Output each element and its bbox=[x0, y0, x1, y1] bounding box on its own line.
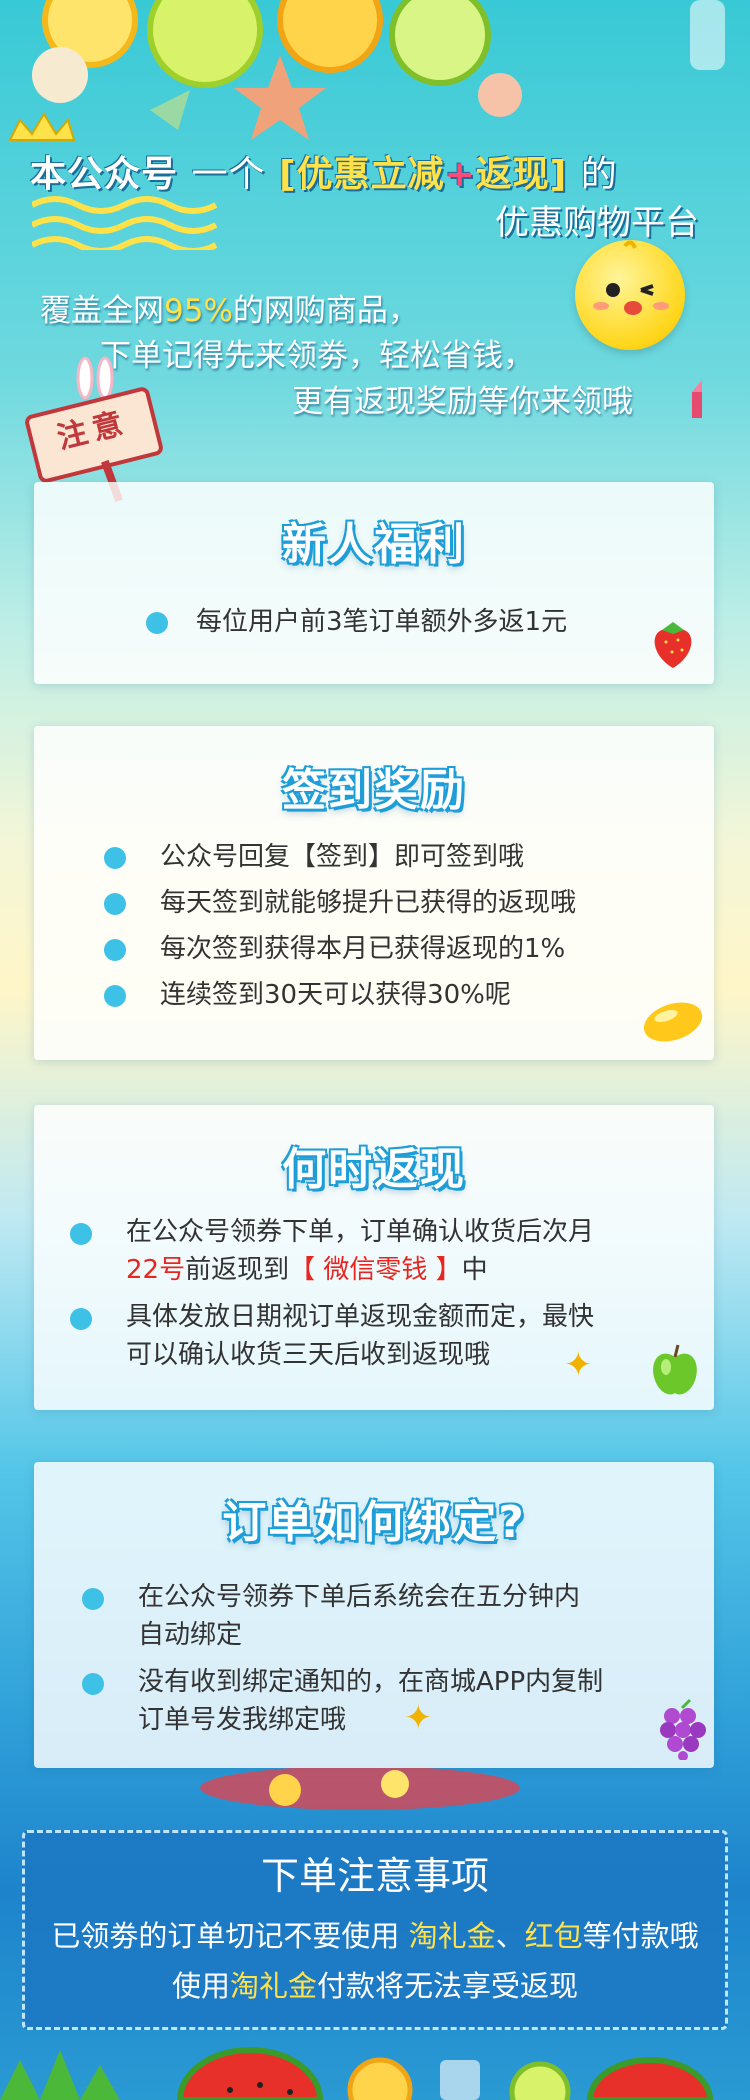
sparkle-icon: ✦ bbox=[404, 1698, 433, 1738]
binding-item-line: 没有收到绑定通知的，在商城APP内复制 bbox=[138, 1667, 604, 1697]
bullet-dot bbox=[104, 847, 126, 869]
notice-highlight-taolijin: 淘礼金 bbox=[229, 1969, 317, 2003]
cashback-timing-card: 何时返现 在公众号领券下单，订单确认收货后次月 22号前返现到【 微信零钱 】中… bbox=[34, 1105, 714, 1410]
cashback-item-line: 22号前返现到【 微信零钱 】中 bbox=[126, 1255, 488, 1285]
fruit-drink-decoration bbox=[200, 1768, 520, 1810]
bullet-dot bbox=[70, 1223, 92, 1245]
checkin-rewards-card: 签到奖励 公众号回复【签到】即可签到哦 每天签到就能够提升已获得的返现哦 每次签… bbox=[34, 726, 714, 1060]
order-binding-card: 订单如何绑定? 在公众号领券下单后系统会在五分钟内 自动绑定 没有收到绑定通知的… bbox=[34, 1462, 714, 1768]
strawberry-icon bbox=[654, 622, 692, 668]
notice-line-2: 使用淘礼金付款将无法享受返现 bbox=[171, 1969, 579, 2003]
mango-icon bbox=[643, 1002, 703, 1042]
lipstick-icon bbox=[692, 380, 702, 418]
binding-card-title: 订单如何绑定? bbox=[222, 1497, 526, 1548]
checkin-item: 每天签到就能够提升已获得的返现哦 bbox=[160, 888, 577, 918]
wave-lines-decoration bbox=[32, 196, 217, 250]
bullet-dot bbox=[82, 1673, 104, 1695]
bullet-dot bbox=[146, 612, 168, 634]
headline-text: 的 bbox=[580, 154, 618, 195]
bullet-dot bbox=[70, 1308, 92, 1330]
starfish-icon bbox=[234, 55, 326, 140]
cashback-destination-highlight: 【 微信零钱 】 bbox=[289, 1255, 462, 1285]
apple-icon bbox=[653, 1344, 697, 1395]
bottom-fruit-decoration bbox=[0, 2047, 714, 2100]
grapes-icon bbox=[660, 1698, 706, 1760]
binding-item-line: 在公众号领券下单后系统会在五分钟内 bbox=[138, 1582, 581, 1612]
checkin-item: 公众号回复【签到】即可签到哦 bbox=[160, 842, 525, 872]
berry-icon bbox=[478, 73, 522, 117]
cashback-item-line: 具体发放日期视订单返现金额而定，最快 bbox=[126, 1302, 595, 1332]
headline-plus: + bbox=[444, 154, 476, 195]
intro-line-3: 更有返现奖励等你来领哦 bbox=[292, 384, 633, 420]
headline-text: 一个 bbox=[191, 154, 266, 195]
fruit-banner-decoration bbox=[8, 0, 725, 141]
bullet-dot bbox=[104, 893, 126, 915]
headline-highlight-cashback: 返现 bbox=[475, 154, 550, 195]
checkin-item: 连续签到30天可以获得30%呢 bbox=[160, 980, 511, 1010]
checkin-card-title: 签到奖励 bbox=[282, 765, 466, 816]
cashback-item-line: 在公众号领券下单，订单确认收货后次月 bbox=[126, 1217, 595, 1247]
grass-icon bbox=[0, 2050, 120, 2100]
new-user-card: 新人福利 每位用户前3笔订单额外多返1元 bbox=[34, 482, 714, 684]
notice-line-1: 已领劵的订单切记不要使用 淘礼金、红包等付款哦 bbox=[51, 1919, 699, 1953]
notice-title: 下单注意事项 bbox=[260, 1854, 489, 1898]
page-headline: 本公众号 一个 [优惠立减+返现] 的 bbox=[30, 145, 618, 197]
caution-sign-label: 注意 bbox=[53, 404, 133, 457]
intro-line-1: 覆盖全网95%的网购商品， bbox=[40, 293, 419, 329]
leaf-icon bbox=[150, 90, 190, 130]
chick-mascot-icon bbox=[575, 240, 685, 350]
crown-icon bbox=[8, 112, 76, 141]
new-user-card-title: 新人福利 bbox=[282, 519, 466, 570]
ice-cube-icon bbox=[440, 2060, 480, 2100]
shell-icon bbox=[32, 47, 88, 103]
new-user-benefit-text: 每位用户前3笔订单额外多返1元 bbox=[196, 607, 568, 637]
headline-bracket: ] bbox=[549, 154, 568, 195]
notice-highlight-redpacket: 红包 bbox=[524, 1919, 583, 1953]
lime-slice-icon bbox=[389, 0, 491, 86]
headline-subline: 优惠购物平台 bbox=[495, 203, 699, 243]
bullet-dot bbox=[104, 985, 126, 1007]
headline-bracket: [ bbox=[279, 154, 297, 195]
cashback-date-highlight: 22号 bbox=[126, 1255, 186, 1285]
bottle-icon bbox=[690, 0, 725, 70]
lime-slice-icon bbox=[147, 0, 263, 88]
caution-sign: 注意 bbox=[23, 385, 165, 485]
sparkle-icon: ✦ bbox=[564, 1345, 593, 1385]
cashback-card-title: 何时返现 bbox=[282, 1144, 466, 1195]
binding-item-line: 自动绑定 bbox=[138, 1620, 243, 1650]
headline-brand: 本公众号 bbox=[30, 154, 179, 195]
checkin-item: 每次签到获得本月已获得返现的1% bbox=[160, 934, 566, 964]
notice-highlight-taolijin: 淘礼金 bbox=[408, 1919, 496, 1953]
lime-slice-icon bbox=[509, 2061, 571, 2100]
intro-percentage: 95% bbox=[164, 293, 233, 329]
intro-line-2: 下单记得先来领劵，轻松省钱， bbox=[100, 338, 534, 374]
watermelon-icon bbox=[176, 2047, 324, 2100]
headline-highlight-discount: 优惠立减 bbox=[296, 154, 445, 195]
cashback-item-line: 可以确认收货三天后收到返现哦 bbox=[126, 1340, 491, 1370]
binding-item-line: 订单号发我绑定哦 bbox=[138, 1705, 347, 1735]
watermelon-icon bbox=[586, 2057, 714, 2100]
bullet-dot bbox=[82, 1588, 104, 1610]
orange-slice-icon bbox=[277, 0, 383, 73]
bullet-dot bbox=[104, 939, 126, 961]
orange-slice-icon bbox=[347, 2057, 413, 2100]
order-notice-box: 下单注意事项 已领劵的订单切记不要使用 淘礼金、红包等付款哦 使用淘礼金付款将无… bbox=[22, 1830, 728, 2030]
